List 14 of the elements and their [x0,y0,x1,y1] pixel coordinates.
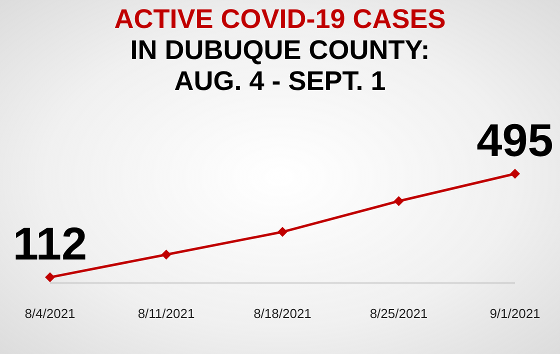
x-tick-label: 8/4/2021 [24,306,76,322]
chart-subtitle: IN DUBUQUE COUNTY: AUG. 4 - SEPT. 1 [130,35,430,96]
chart-title: ACTIVE COVID-19 CASES [114,4,446,34]
data-label: 495 [476,114,554,166]
x-tick-label: 8/25/2021 [370,306,428,322]
point [278,226,288,237]
point [161,250,172,260]
data-label: 112 [12,217,88,270]
point [45,272,55,282]
point [394,196,404,206]
point [510,168,520,179]
x-tick-label: 9/1/2021 [490,306,540,322]
x-tick-label: 8/11/2021 [138,306,195,322]
x-tick-label: 8/18/2021 [254,306,312,322]
